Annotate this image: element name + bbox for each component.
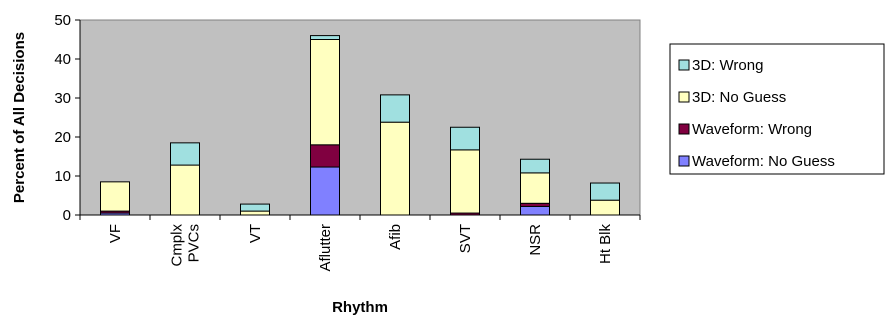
y-tick-label: 0 [63, 207, 71, 224]
legend-swatch [678, 155, 690, 167]
x-tick-label-group: NSR [527, 224, 544, 256]
y-tick-label: 20 [54, 129, 71, 146]
x-tick-label-group: Aflutter [317, 224, 334, 272]
x-tick-label: Aflutter [317, 224, 334, 272]
y-axis: 0 10 20 30 40 50 [54, 12, 81, 224]
y-tick-label: 30 [54, 90, 71, 107]
legend-label: 3D: Wrong [692, 57, 763, 74]
bar-segment [450, 126, 480, 151]
x-axis-title: Rhythm [332, 299, 388, 316]
x-tick-label: PVCs [186, 224, 203, 262]
bar-segment [450, 149, 480, 214]
bar-segment [590, 182, 620, 201]
x-tick-label-group: SVT [457, 224, 474, 253]
x-tick-label-group: Ht Blk [597, 224, 614, 265]
bar-segment [240, 203, 270, 212]
bar-segment [310, 144, 340, 168]
bar-segment [520, 158, 550, 174]
x-tick-label-group: VF [107, 224, 124, 243]
x-tick-label: NSR [527, 224, 544, 256]
x-axis: VF Cmplx PVCs VT Aflutter Afib SVT NSR Ht Blk [79, 214, 641, 272]
legend-label: Waveform: No Guess [692, 153, 835, 170]
x-tick-label: VT [247, 224, 264, 243]
y-tick-label: 50 [54, 12, 71, 29]
legend-label: 3D: No Guess [692, 89, 786, 106]
bar-segment [380, 121, 410, 216]
legend-swatch [678, 91, 690, 103]
bar-segment [310, 35, 340, 40]
x-tick-label: VF [107, 224, 124, 243]
bar-segment [310, 166, 340, 216]
bar-segment [310, 39, 340, 146]
x-tick-label: Cmplx [169, 224, 186, 267]
legend-frame [669, 43, 885, 175]
x-tick-label-group: Cmplx PVCs [169, 224, 203, 267]
x-tick-label: Afib [387, 224, 404, 250]
legend-label: Waveform: Wrong [692, 121, 812, 138]
x-tick-label-group: Afib [387, 224, 404, 250]
bar-segment [590, 199, 620, 216]
bars [100, 35, 620, 216]
legend-swatch [678, 123, 690, 135]
bar-segment [520, 172, 550, 204]
bar-segment [100, 181, 130, 212]
y-tick-label: 10 [54, 168, 71, 185]
bar-segment [170, 142, 200, 166]
legend: 3D: Wrong 3D: No Guess Waveform: Wrong Wave… [669, 43, 885, 175]
plot-area [79, 19, 641, 216]
bar-segment [170, 164, 200, 216]
y-axis-title: Percent of All Decisions [11, 32, 28, 203]
x-tick-label-group: VT [247, 224, 264, 243]
bar-segment [240, 210, 270, 216]
bar-segment [520, 205, 550, 216]
legend-swatch [678, 59, 690, 71]
bar-segment [380, 94, 410, 123]
y-tick-label: 40 [54, 51, 71, 68]
x-tick-label: Ht Blk [597, 224, 614, 265]
x-tick-label: SVT [457, 224, 474, 253]
